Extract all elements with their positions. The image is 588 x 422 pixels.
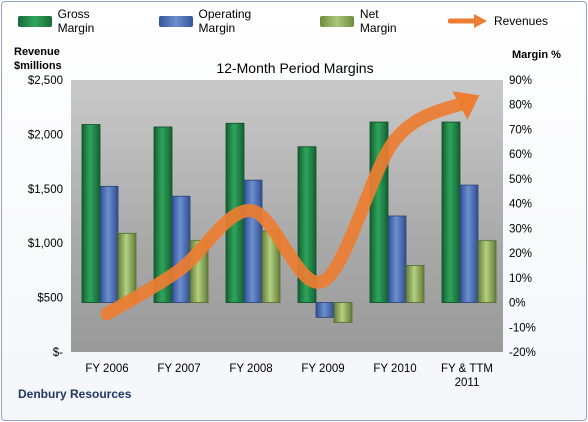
x-tick-label: FY 2008 xyxy=(229,363,272,375)
right-tick-label: 70% xyxy=(509,124,532,136)
right-axis-title: Margin % xyxy=(512,49,561,61)
plot-area-background xyxy=(71,80,503,352)
left-tick-label: $2,500 xyxy=(28,75,63,87)
right-tick-label: 80% xyxy=(509,100,532,112)
left-tick-label: $2,000 xyxy=(28,129,63,141)
left-tick-label: $1,500 xyxy=(28,184,63,196)
gross-margin-bar xyxy=(81,124,101,303)
chart-title: 12-Month Period Margins xyxy=(216,60,374,76)
right-tick-label: 50% xyxy=(509,174,532,186)
x-tick-label: FY 2009 xyxy=(301,363,344,375)
legend-revenues: Revenues xyxy=(447,14,548,28)
revenue-line xyxy=(100,95,474,321)
net-margin-bar xyxy=(333,302,353,323)
revenue-arrowhead xyxy=(452,91,480,120)
legend-net-margin: Net Margin xyxy=(320,7,418,35)
left-axis-title-line-2: $millions xyxy=(14,60,62,72)
operating-margin-bar xyxy=(315,302,335,318)
x-tick-label: FY 2007 xyxy=(157,363,200,375)
left-axis-title: Revenue $millions xyxy=(14,45,62,73)
left-tick-label: $1,000 xyxy=(28,238,63,250)
gross-margin-bar xyxy=(441,121,461,303)
legend-gross-margin: Gross Margin xyxy=(18,7,129,35)
operating-margin-bar xyxy=(459,184,479,303)
legend-label-net-margin: Net Margin xyxy=(359,7,397,35)
operating-margin-bar xyxy=(243,179,263,303)
right-tick-label: 10% xyxy=(509,273,532,285)
x-tick-label: FY & TTM xyxy=(441,363,493,375)
legend-swatch-net-margin xyxy=(320,15,354,27)
right-tick-label: -20% xyxy=(509,347,536,359)
operating-margin-bar xyxy=(387,215,407,303)
left-axis-title-line-1: Revenue xyxy=(14,46,60,58)
x-tick-label: FY 2006 xyxy=(85,363,128,375)
right-tick-label: 90% xyxy=(509,75,532,87)
legend-arrow-icon xyxy=(447,14,487,28)
net-margin-bar xyxy=(405,265,425,303)
right-tick-label: 0% xyxy=(509,298,526,310)
net-margin-bar xyxy=(477,240,497,303)
left-tick-label: $- xyxy=(53,347,63,359)
right-tick-label: 30% xyxy=(509,223,532,235)
legend-operating-margin: Operating Margin xyxy=(158,7,290,35)
legend-swatch-operating-margin xyxy=(158,15,193,27)
left-tick-label: $500 xyxy=(37,293,63,305)
legend-swatch-gross-margin xyxy=(18,15,52,27)
operating-margin-bar xyxy=(171,195,191,303)
right-tick-label: 40% xyxy=(509,199,532,211)
x-tick-label: 2011 xyxy=(455,377,480,389)
right-tick-label: 20% xyxy=(509,248,532,260)
legend-label-revenues: Revenues xyxy=(493,14,548,28)
legend-label-gross-margin: Gross Margin xyxy=(57,7,95,35)
x-tick-label: FY 2010 xyxy=(373,363,416,375)
operating-margin-bar xyxy=(99,185,119,303)
right-tick-label: 60% xyxy=(509,149,532,161)
chart-legend: Gross Margin Operating Margin Net Margin… xyxy=(18,7,578,35)
company-name: Denbury Resources xyxy=(18,387,132,401)
right-tick-label: -10% xyxy=(509,322,536,334)
legend-label-operating-margin: Operating Margin xyxy=(198,7,252,35)
